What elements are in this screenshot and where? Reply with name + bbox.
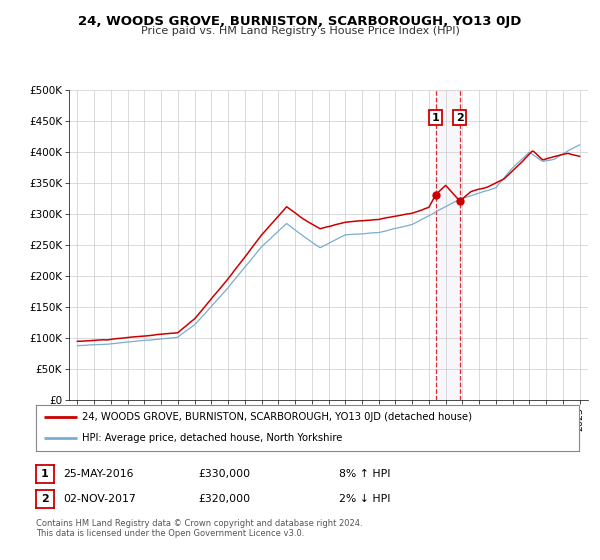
Text: HPI: Average price, detached house, North Yorkshire: HPI: Average price, detached house, Nort… — [82, 433, 343, 444]
Text: 8% ↑ HPI: 8% ↑ HPI — [339, 469, 391, 479]
Text: 1: 1 — [432, 113, 440, 123]
Text: Contains HM Land Registry data © Crown copyright and database right 2024.: Contains HM Land Registry data © Crown c… — [36, 519, 362, 528]
Text: 25-MAY-2016: 25-MAY-2016 — [63, 469, 133, 479]
Text: This data is licensed under the Open Government Licence v3.0.: This data is licensed under the Open Gov… — [36, 529, 304, 538]
Bar — [436, 90, 460, 400]
Text: £330,000: £330,000 — [198, 469, 250, 479]
Text: 1: 1 — [41, 469, 49, 479]
Text: 2% ↓ HPI: 2% ↓ HPI — [339, 494, 391, 504]
Text: 02-NOV-2017: 02-NOV-2017 — [63, 494, 136, 504]
Text: 2: 2 — [456, 113, 464, 123]
Text: Price paid vs. HM Land Registry's House Price Index (HPI): Price paid vs. HM Land Registry's House … — [140, 26, 460, 36]
Text: £320,000: £320,000 — [198, 494, 250, 504]
Text: 24, WOODS GROVE, BURNISTON, SCARBOROUGH, YO13 0JD: 24, WOODS GROVE, BURNISTON, SCARBOROUGH,… — [79, 15, 521, 27]
Text: 2: 2 — [41, 494, 49, 504]
Text: 24, WOODS GROVE, BURNISTON, SCARBOROUGH, YO13 0JD (detached house): 24, WOODS GROVE, BURNISTON, SCARBOROUGH,… — [82, 412, 472, 422]
